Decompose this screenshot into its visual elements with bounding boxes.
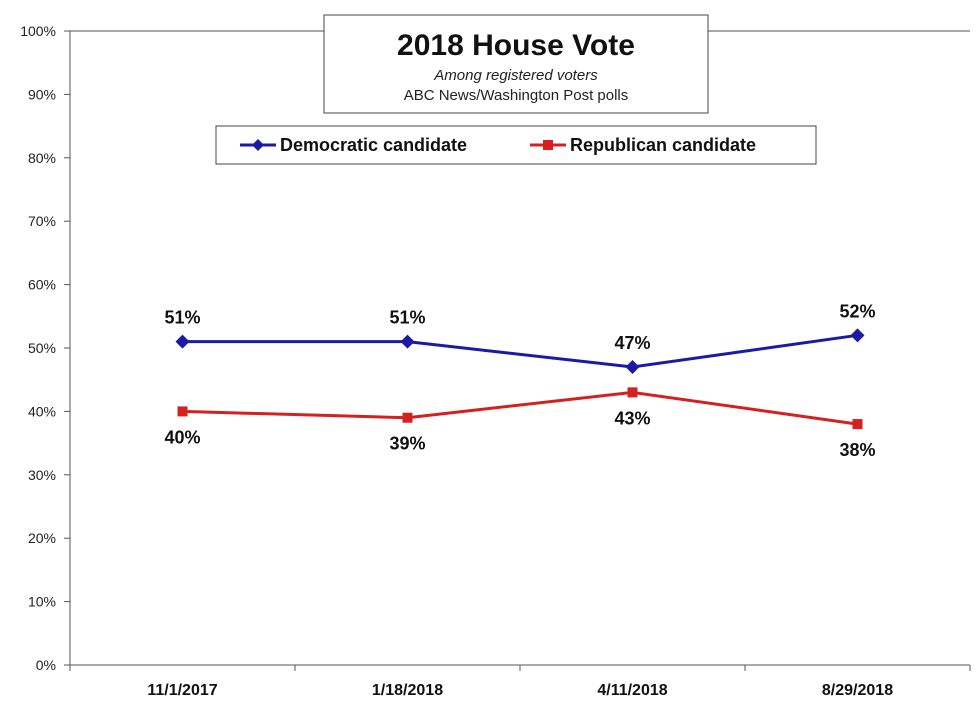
data-point-democratic [175,334,190,349]
data-label: 39% [389,434,425,454]
chart-subtitle-source: ABC News/Washington Post polls [404,87,629,104]
data-label: 51% [389,308,425,328]
data-label: 51% [164,308,200,328]
y-tick-label: 20% [28,530,56,546]
y-axis: 0% 10% 20% 30% 40% 50% 60% 70% 80% 90% 100% [20,23,970,673]
data-point-democratic [625,360,640,375]
y-tick-label: 0% [36,657,56,673]
title-box: 2018 House Vote Among registered voters … [323,14,709,114]
data-point-republican [402,412,413,423]
legend-republican-label: Republican candidate [570,135,756,155]
series-line-republican [182,390,858,426]
y-tick-label: 10% [28,594,56,610]
data-point-republican [177,406,188,417]
x-tick-label: 11/1/2017 [147,682,217,699]
legend: Democratic candidate Republican candidat… [215,125,817,165]
x-tick-label: 1/18/2018 [372,682,443,699]
legend-frame [215,125,817,165]
legend-democratic-label: Democratic candidate [280,135,467,155]
data-label: 47% [614,333,650,353]
y-tick-label: 40% [28,403,56,419]
data-point-democratic [850,328,865,343]
chart-title: 2018 House Vote [397,29,635,62]
x-tick-label: 4/11/2018 [597,682,667,699]
y-tick-label: 70% [28,213,56,229]
data-label: 38% [839,440,875,460]
legend-republican-marker [543,140,553,150]
data-label: 40% [164,427,200,447]
y-tick-label: 30% [28,467,56,483]
data-label: 52% [839,301,875,321]
y-tick-label: 100% [20,23,56,39]
chart-subtitle: Among registered voters [433,67,598,84]
data-point-republican [627,387,638,398]
y-tick-label: 80% [28,150,56,166]
data-label: 43% [614,408,650,428]
x-tick-label: 8/29/2018 [822,682,893,699]
data-point-republican [852,419,863,430]
title-box-frame [323,14,709,114]
y-tick-label: 90% [28,86,56,102]
series-line-democratic [182,333,858,369]
series-layer: 51% 51% 47% 52% 40% 39% 43% 38% [164,301,875,460]
x-axis: 11/1/2017 1/18/2018 4/11/2018 8/29/2018 [69,664,971,699]
y-tick-label: 60% [28,277,56,293]
y-tick-label: 50% [28,340,56,356]
data-point-democratic [400,334,415,349]
legend-democratic-marker [252,139,264,151]
